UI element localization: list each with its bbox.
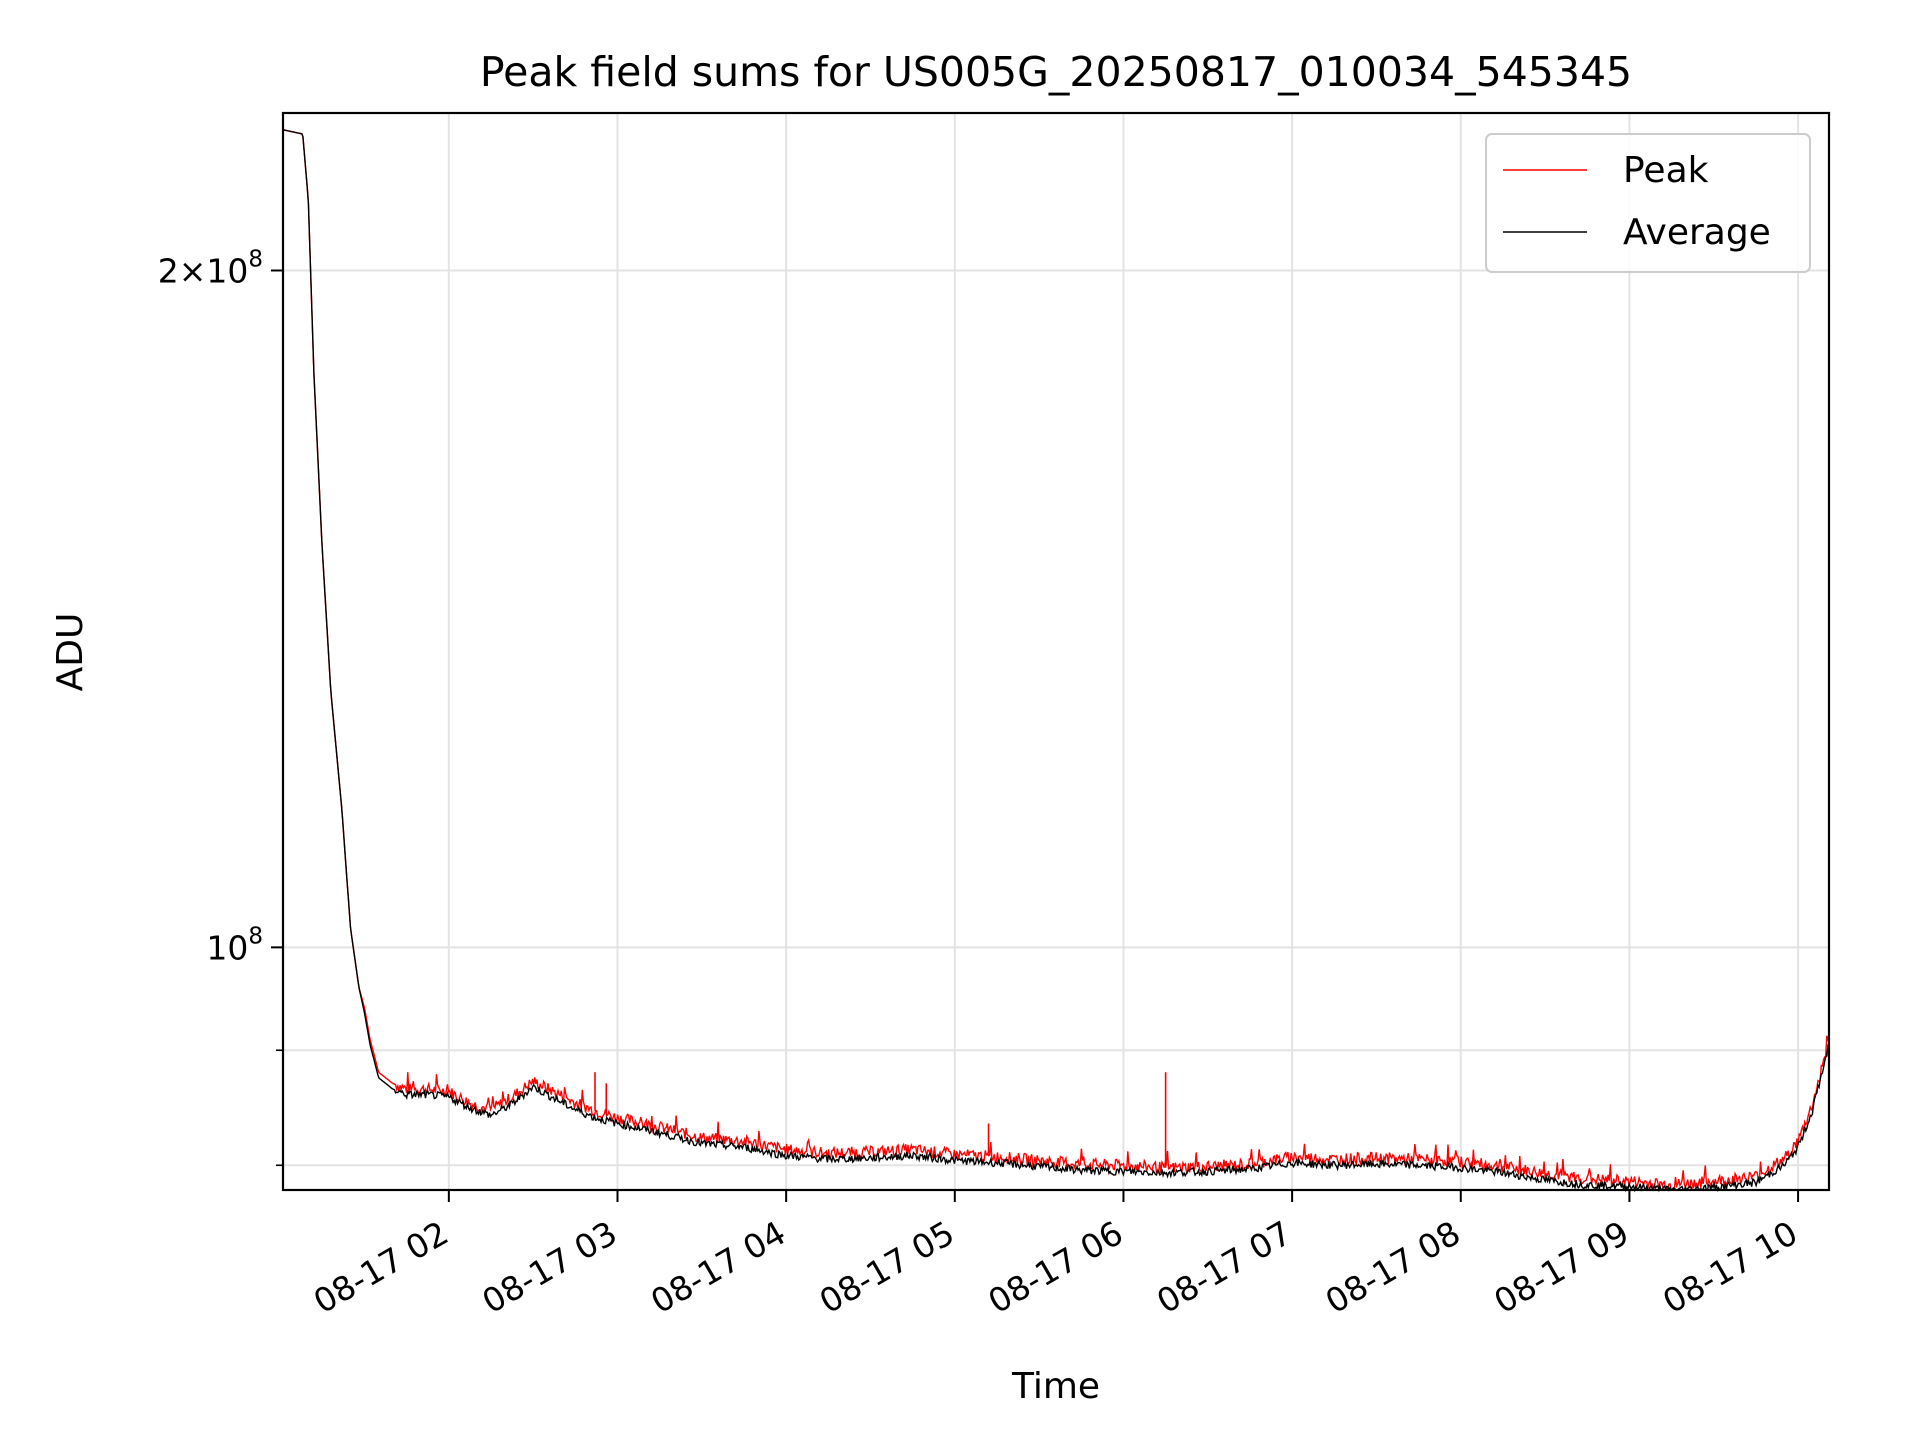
legend-peak-label: Peak <box>1623 150 1709 191</box>
y-tick-label: 108 <box>206 923 263 967</box>
legend: Peak Average <box>1485 133 1811 273</box>
y-tick-layer: 108 2×108 <box>158 246 283 1167</box>
legend-average-label: Average <box>1623 212 1771 253</box>
average-series-line <box>282 129 1830 1193</box>
y-tick-label: 2×108 <box>158 246 263 290</box>
plot-frame <box>281 111 1831 1192</box>
y-axis-label: ADU <box>50 613 91 692</box>
x-axis-label: Time <box>1011 1366 1100 1407</box>
chart-title: Peak field sums for US005G_20250817_0100… <box>480 48 1632 96</box>
series-layer <box>282 129 1830 1193</box>
legend-box <box>1485 133 1811 273</box>
